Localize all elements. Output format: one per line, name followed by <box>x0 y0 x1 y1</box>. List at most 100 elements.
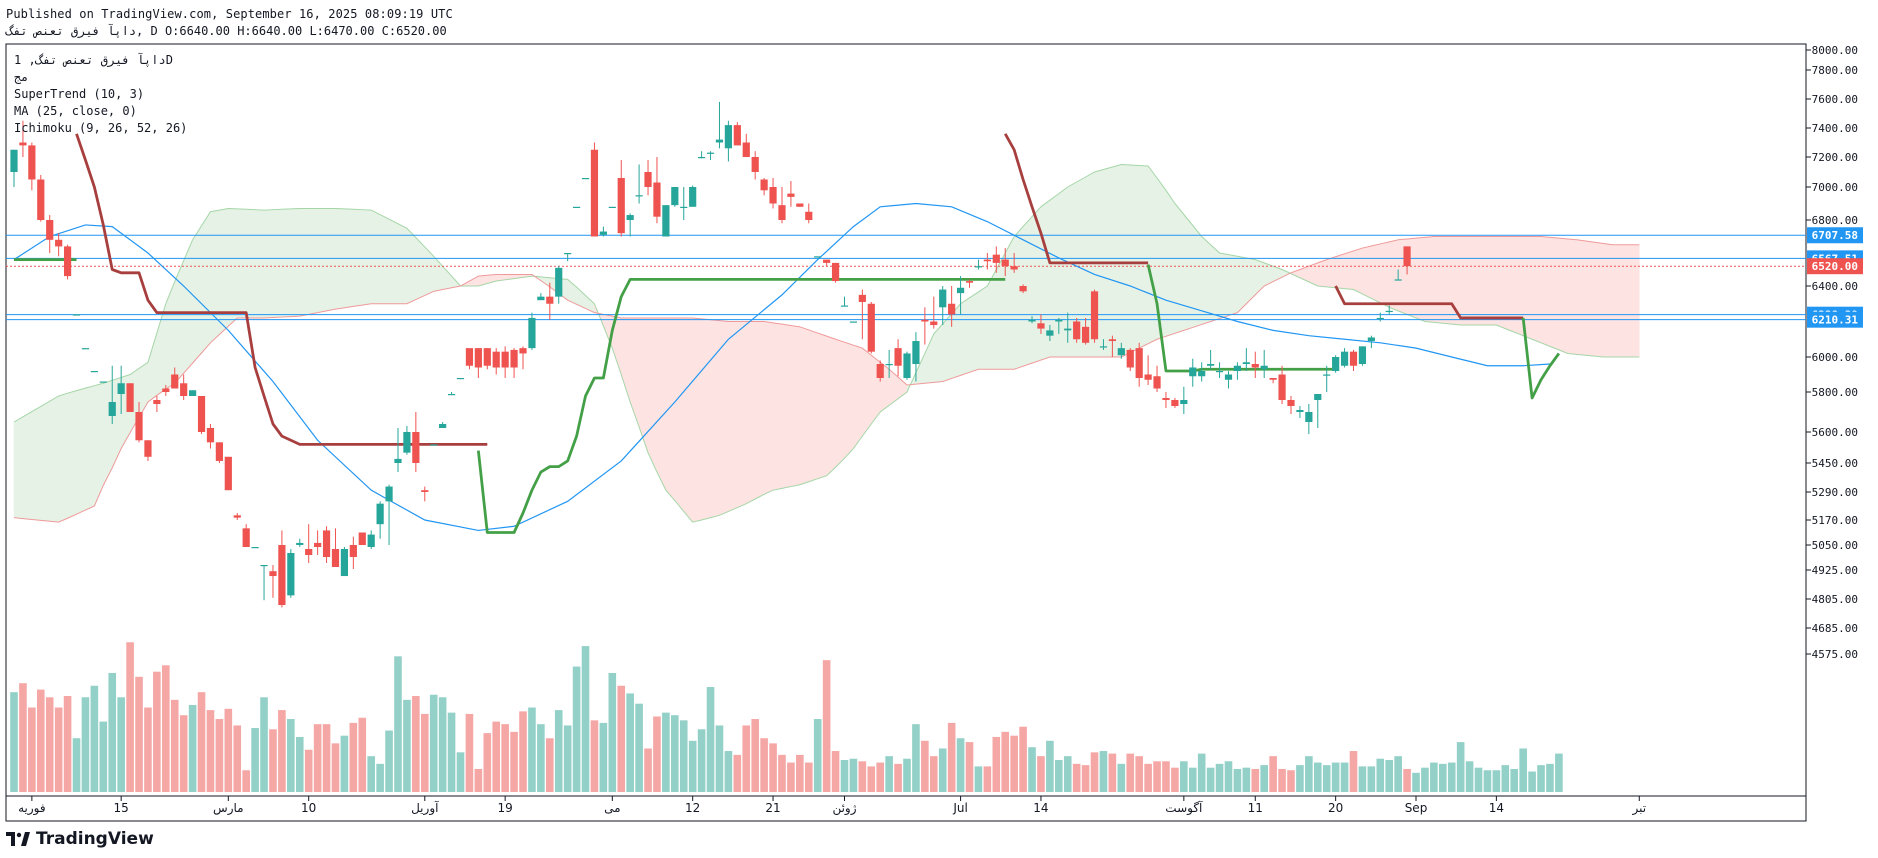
candle-body <box>108 402 116 416</box>
candle <box>153 396 161 412</box>
candle-body <box>242 528 250 547</box>
volume-bar <box>1037 756 1045 792</box>
x-tick-label: 19 <box>498 801 513 815</box>
volume-bar <box>340 735 349 792</box>
candle <box>1028 316 1036 324</box>
candle <box>662 205 670 237</box>
cloud-segment <box>1594 241 1604 358</box>
cloud-segment <box>31 405 42 521</box>
volume-bar <box>778 754 786 792</box>
candle-body <box>1171 400 1179 406</box>
candle <box>349 536 357 569</box>
cloud-segment <box>826 335 836 477</box>
candle-body <box>1198 371 1206 377</box>
volume-bar <box>403 699 411 792</box>
legend-ichimoku[interactable]: Ichimoku (9, 26, 52, 26) <box>14 121 188 135</box>
candle <box>760 178 768 196</box>
cloud-segment <box>1549 236 1560 351</box>
candle-body <box>28 145 36 180</box>
candle <box>1323 365 1331 392</box>
candle <box>287 549 295 598</box>
legend-supertrend[interactable]: SuperTrend (10, 3) <box>14 87 145 101</box>
volume-bar <box>572 666 581 792</box>
volume-bar <box>117 697 125 792</box>
cloud-segment <box>1630 244 1640 358</box>
time-axis: فوريه 15 مارس 10 آوريل 19 مى 12 21 ژوئن Jul 14 آگوست… <box>6 795 1806 816</box>
volume-bar <box>974 766 983 792</box>
legend-exchange: مج <box>14 70 29 84</box>
volume-bar <box>769 743 777 792</box>
cloud-segment <box>1558 237 1569 354</box>
volume-bar <box>724 751 733 792</box>
candle-body <box>206 428 215 443</box>
candle <box>206 424 215 449</box>
candle-body <box>224 456 232 491</box>
volume-bar <box>456 752 465 792</box>
candle <box>653 157 661 224</box>
x-tick-label: Jul <box>952 801 967 815</box>
candle-body <box>751 157 759 172</box>
candle-body <box>555 267 563 297</box>
cloud-segment <box>299 208 309 317</box>
x-tick-label: 20 <box>1328 801 1343 815</box>
candle <box>242 524 250 547</box>
volume-bar <box>260 697 268 792</box>
volume-bar <box>1412 772 1420 792</box>
cloud-segment <box>1335 253 1345 289</box>
candle <box>1305 404 1313 435</box>
volume-bar <box>1376 758 1385 792</box>
candle <box>876 360 884 382</box>
cloud-segment <box>1567 238 1578 355</box>
candle-body <box>1117 348 1125 356</box>
candle <box>1242 348 1250 371</box>
candle <box>528 312 536 350</box>
candle-body <box>1242 362 1250 364</box>
cloud-segment <box>1004 236 1015 370</box>
candle-body <box>1233 365 1242 371</box>
candle <box>1037 314 1045 334</box>
candle <box>751 151 759 180</box>
legend-symbol[interactable]: داپآ فيرق تعنص تفگ, 1D <box>14 53 173 67</box>
candle-body <box>1046 330 1054 336</box>
cloud-segment <box>1379 241 1390 308</box>
volume-bar <box>903 758 911 792</box>
cloud-segment <box>1326 256 1336 289</box>
volume-bar <box>644 748 652 792</box>
cloud-segment <box>763 321 774 495</box>
volume-bar <box>1019 726 1027 792</box>
candle-body <box>1073 321 1081 340</box>
cloud-segment <box>1317 259 1328 288</box>
candle <box>1385 305 1393 315</box>
candle <box>778 187 786 224</box>
volume-bar <box>162 665 170 792</box>
candle-body <box>63 246 72 277</box>
legend-ma[interactable]: MA (25, close, 0) <box>14 104 137 118</box>
candle <box>412 412 420 473</box>
cloud-segment <box>192 224 202 364</box>
volume-bar <box>45 697 54 792</box>
candle <box>1189 358 1197 387</box>
candle-body <box>698 157 706 159</box>
candle <box>787 181 795 207</box>
candle <box>1198 362 1206 382</box>
candle-body <box>287 553 295 596</box>
candle-body <box>19 142 27 146</box>
volume-bar <box>546 738 554 792</box>
candle-body <box>1367 337 1375 342</box>
volume-bar <box>81 697 90 792</box>
candle <box>376 501 384 539</box>
volume-bar <box>554 710 563 792</box>
brand[interactable]: TradingView <box>6 829 154 849</box>
candle <box>546 282 554 320</box>
candle-body <box>10 149 18 172</box>
cloud-segment <box>853 344 863 450</box>
cloud-segment <box>1013 225 1024 370</box>
volume-bar <box>1108 753 1117 792</box>
x-tick-label: 10 <box>301 801 316 815</box>
span-b-line <box>13 236 1640 523</box>
volume-bar <box>831 751 840 792</box>
volume-bar <box>474 768 483 792</box>
y-tick-label: 7600.00 <box>1812 93 1858 106</box>
volume-bar <box>1135 756 1143 792</box>
